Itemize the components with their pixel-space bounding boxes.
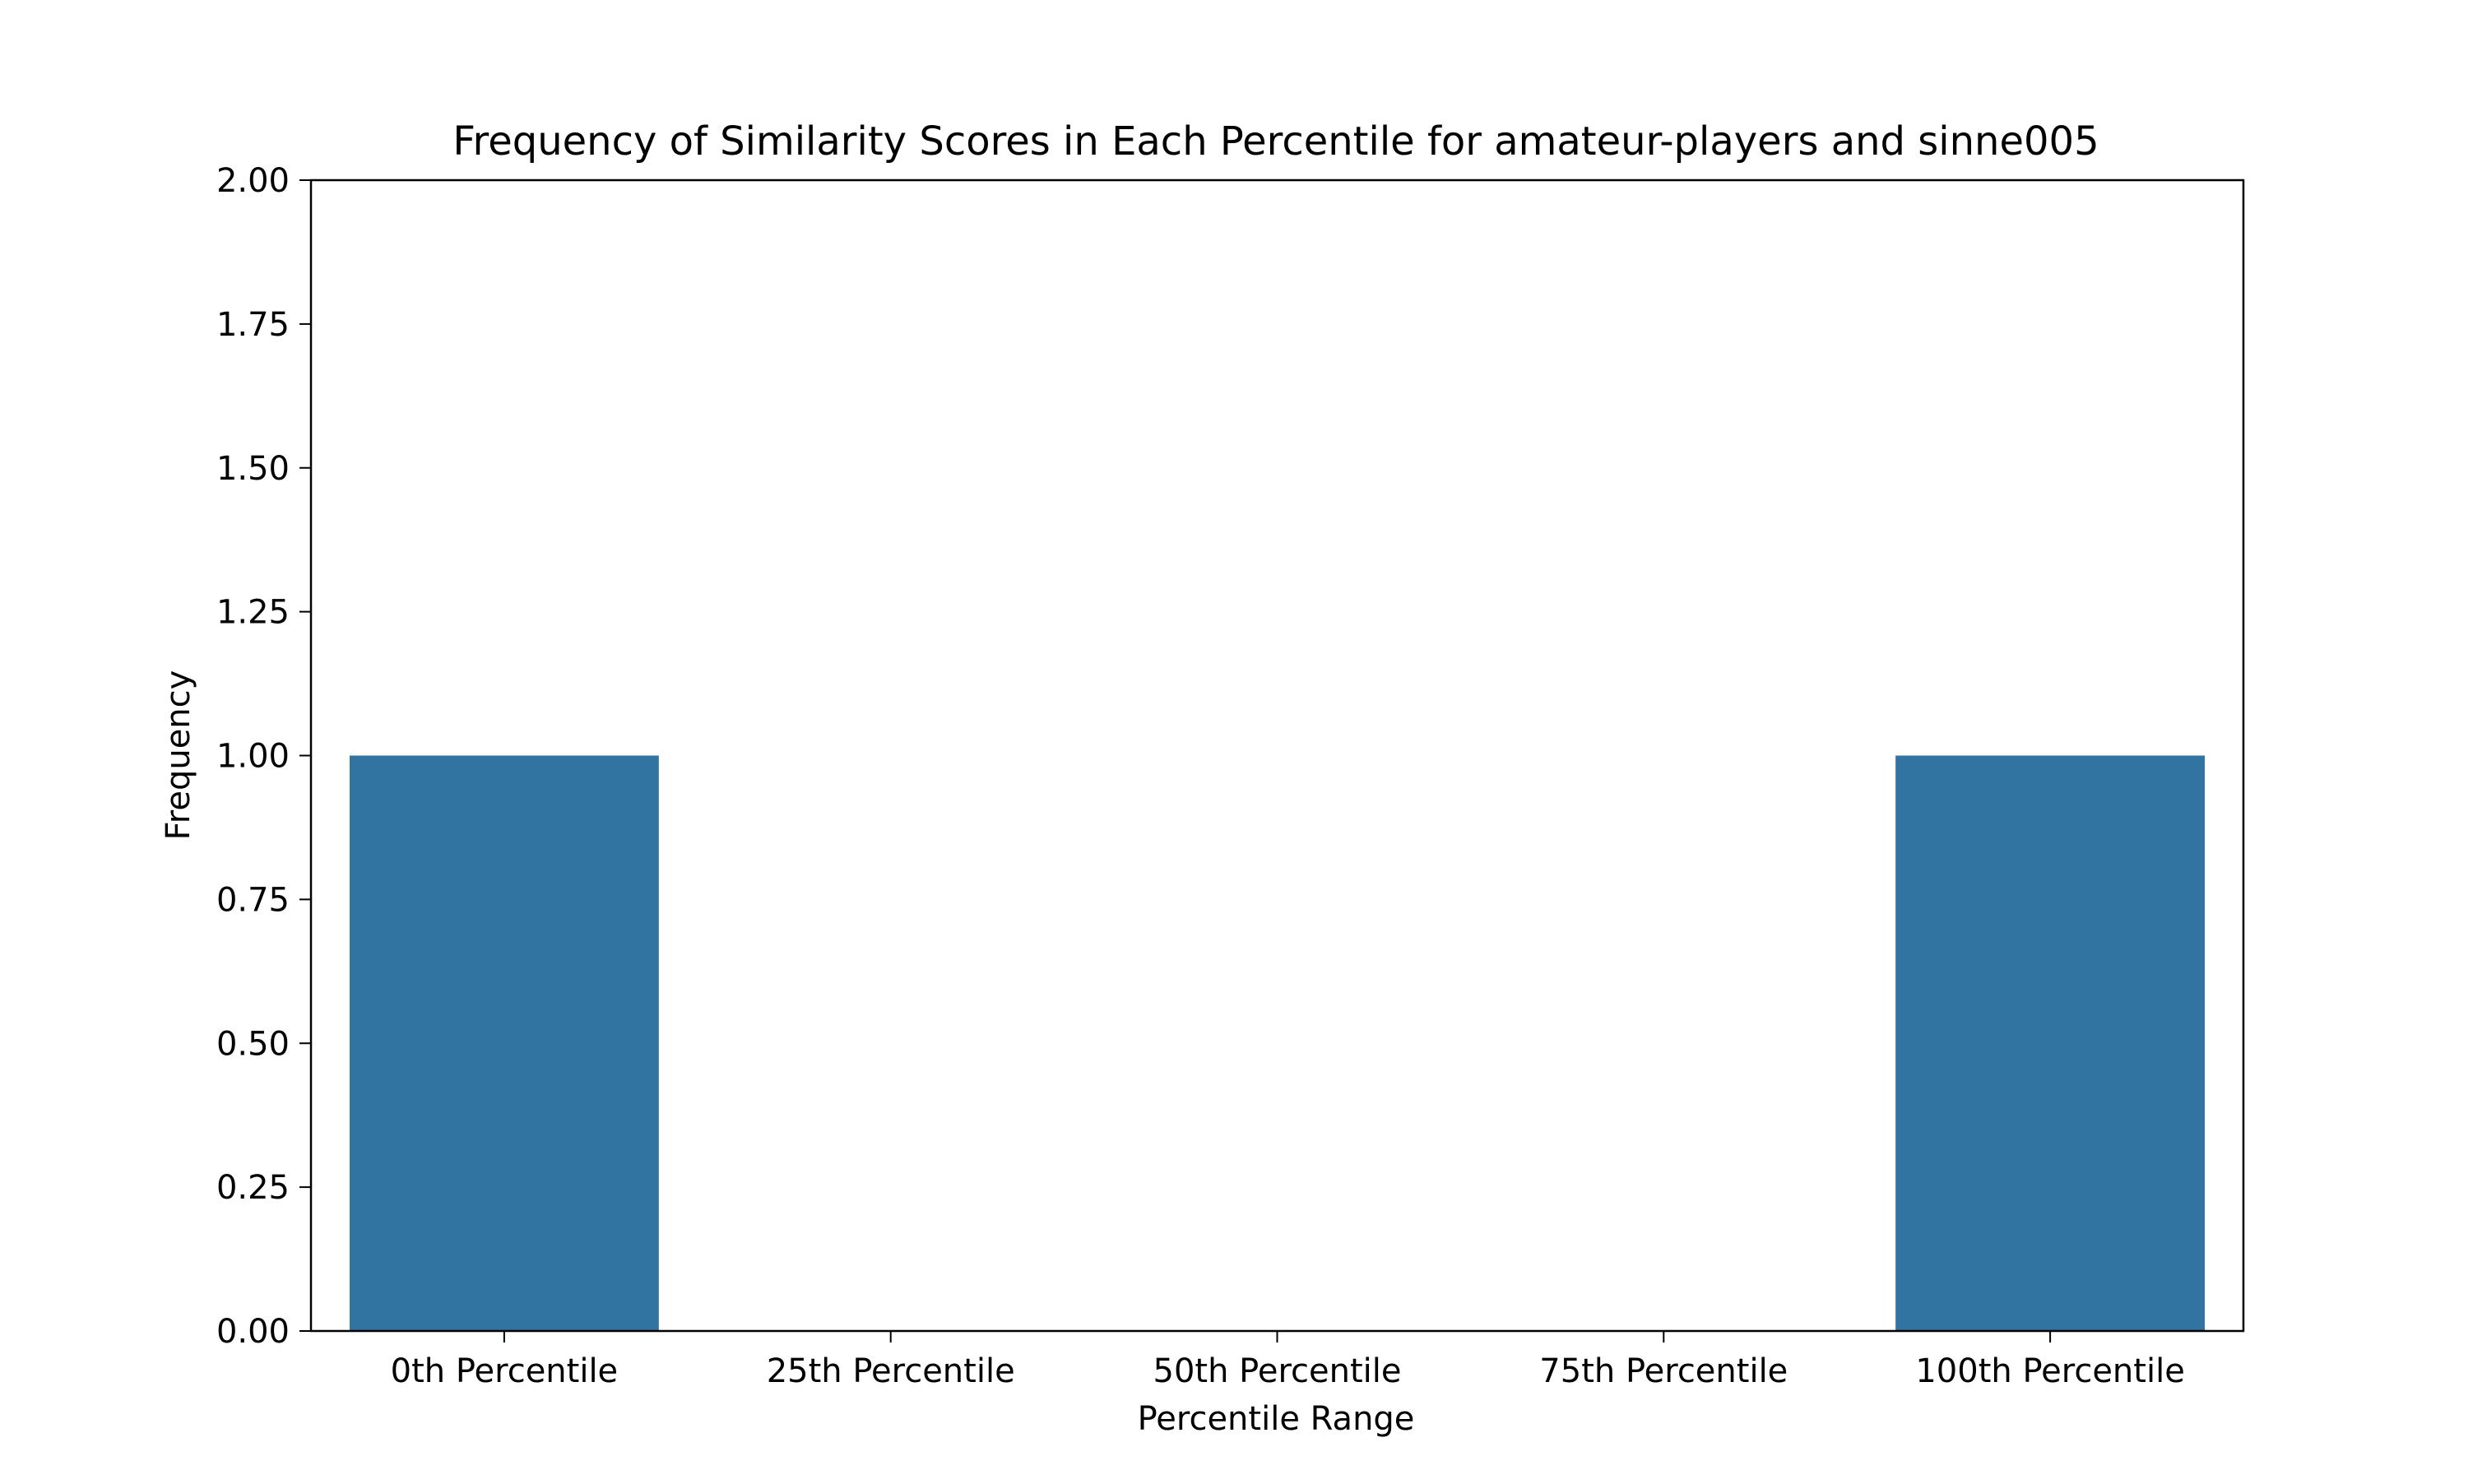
x-tick-label: 75th Percentile (1539, 1352, 1788, 1390)
y-tick-label: 2.00 (216, 162, 290, 200)
y-tick-label: 0.00 (216, 1313, 290, 1351)
x-axis-ticks: 0th Percentile 25th Percentile 50th Percen… (391, 1331, 2185, 1390)
x-axis-label: Percentile Range (1138, 1400, 1415, 1438)
y-tick-label: 1.25 (216, 594, 290, 632)
y-axis-label: Frequency (160, 670, 197, 841)
y-tick-label: 0.75 (216, 881, 290, 919)
bars-layer (349, 755, 2206, 1331)
y-tick-label: 1.75 (216, 306, 290, 344)
x-tick-label: 100th Percentile (1915, 1352, 2184, 1390)
x-tick-label: 50th Percentile (1153, 1352, 1402, 1390)
y-tick-label: 1.00 (216, 738, 290, 776)
plot-frame (309, 179, 2245, 1333)
y-tick-label: 0.50 (216, 1025, 290, 1063)
y-axis-ticks: 0.00 0.25 0.50 0.75 1.00 1.25 1.50 1.75 2.00 (216, 162, 311, 1351)
bar (1895, 755, 2206, 1331)
chart-title: Frequency of Similarity Scores in Each P… (452, 118, 2099, 165)
x-tick-label: 25th Percentile (767, 1352, 1015, 1390)
y-tick-label: 1.50 (216, 450, 290, 488)
x-tick-label: 0th Percentile (391, 1352, 619, 1390)
bar (349, 755, 659, 1331)
y-tick-label: 0.25 (216, 1169, 290, 1207)
